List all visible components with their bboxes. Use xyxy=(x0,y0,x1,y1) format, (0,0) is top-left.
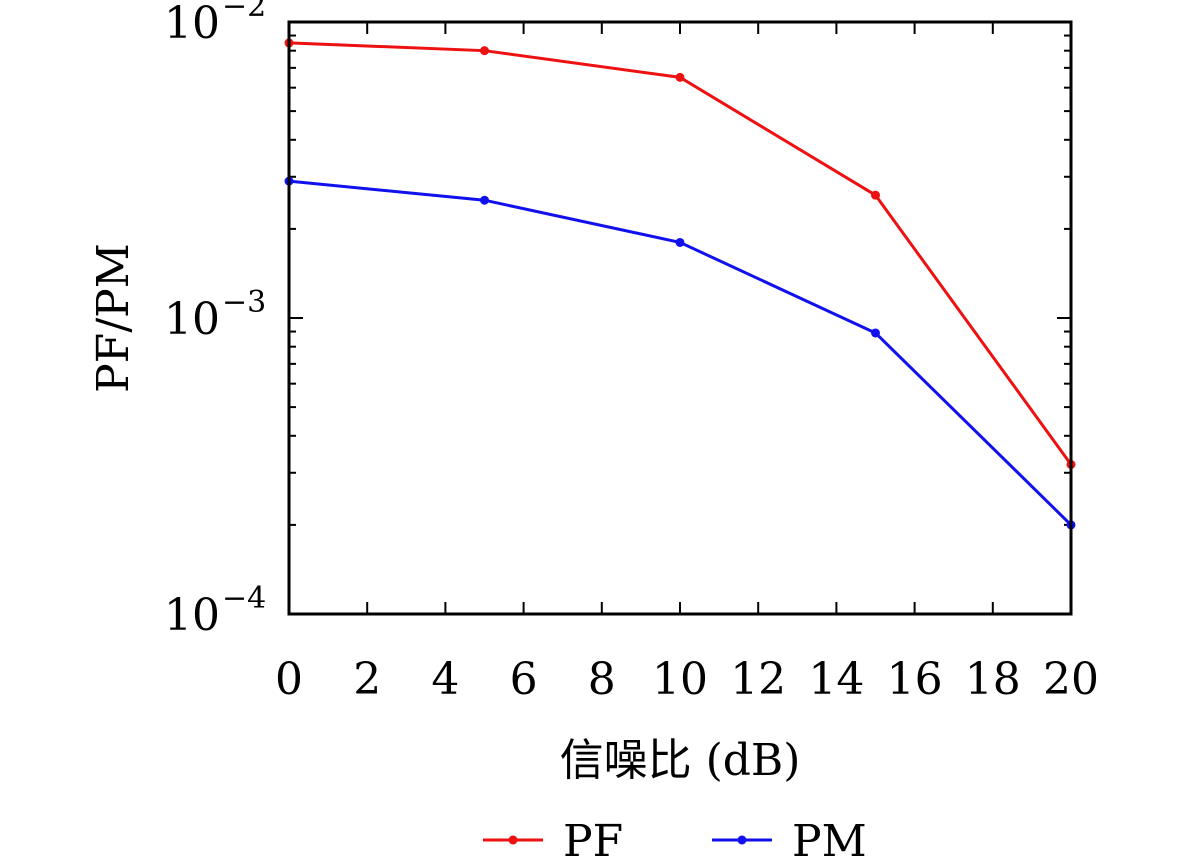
data-point-pf xyxy=(480,46,489,56)
legend: PF PM xyxy=(483,816,867,862)
data-point-pf xyxy=(675,72,685,82)
y-tick-exponent: −3 xyxy=(222,285,266,320)
axis-ticks xyxy=(288,21,1072,615)
x-tick-label: 14 xyxy=(808,654,864,705)
x-tick-label: 6 xyxy=(510,654,538,705)
x-tick-label: 16 xyxy=(887,654,943,705)
x-tick-label: 12 xyxy=(730,654,786,705)
y-axis-label: PF/PM xyxy=(88,243,139,393)
legend-label-pm: PM xyxy=(792,816,867,862)
x-tick-label: 0 xyxy=(275,654,303,705)
series-line-pm xyxy=(288,179,1073,526)
series-pf xyxy=(284,38,1076,469)
legend-label-pf: PF xyxy=(563,816,623,862)
x-tick-label: 2 xyxy=(353,654,381,705)
legend-marker-pf xyxy=(508,835,518,845)
data-point-pm xyxy=(675,237,685,247)
y-tick-label: 10 xyxy=(164,294,220,345)
x-tick-label: 20 xyxy=(1043,654,1099,705)
series-line-pf xyxy=(288,41,1073,466)
data-point-pf xyxy=(871,190,880,200)
series-pm xyxy=(284,176,1076,530)
plot-frame xyxy=(287,20,1073,616)
x-axis-label: 信噪比 (dB) xyxy=(560,735,801,786)
legend-marker-pm xyxy=(737,835,747,845)
data-point-pm xyxy=(871,328,880,338)
x-tick-label: 8 xyxy=(588,654,616,705)
y-tick-label: 10 xyxy=(164,590,220,641)
y-tick-label: 10 xyxy=(164,0,220,49)
x-tick-label: 4 xyxy=(431,654,459,705)
series-layer xyxy=(284,38,1076,530)
x-tick-label: 10 xyxy=(652,654,708,705)
y-tick-exponent: −2 xyxy=(222,0,266,24)
y-tick-exponent: −4 xyxy=(222,581,266,616)
x-tick-label: 18 xyxy=(965,654,1021,705)
data-point-pm xyxy=(480,195,489,205)
